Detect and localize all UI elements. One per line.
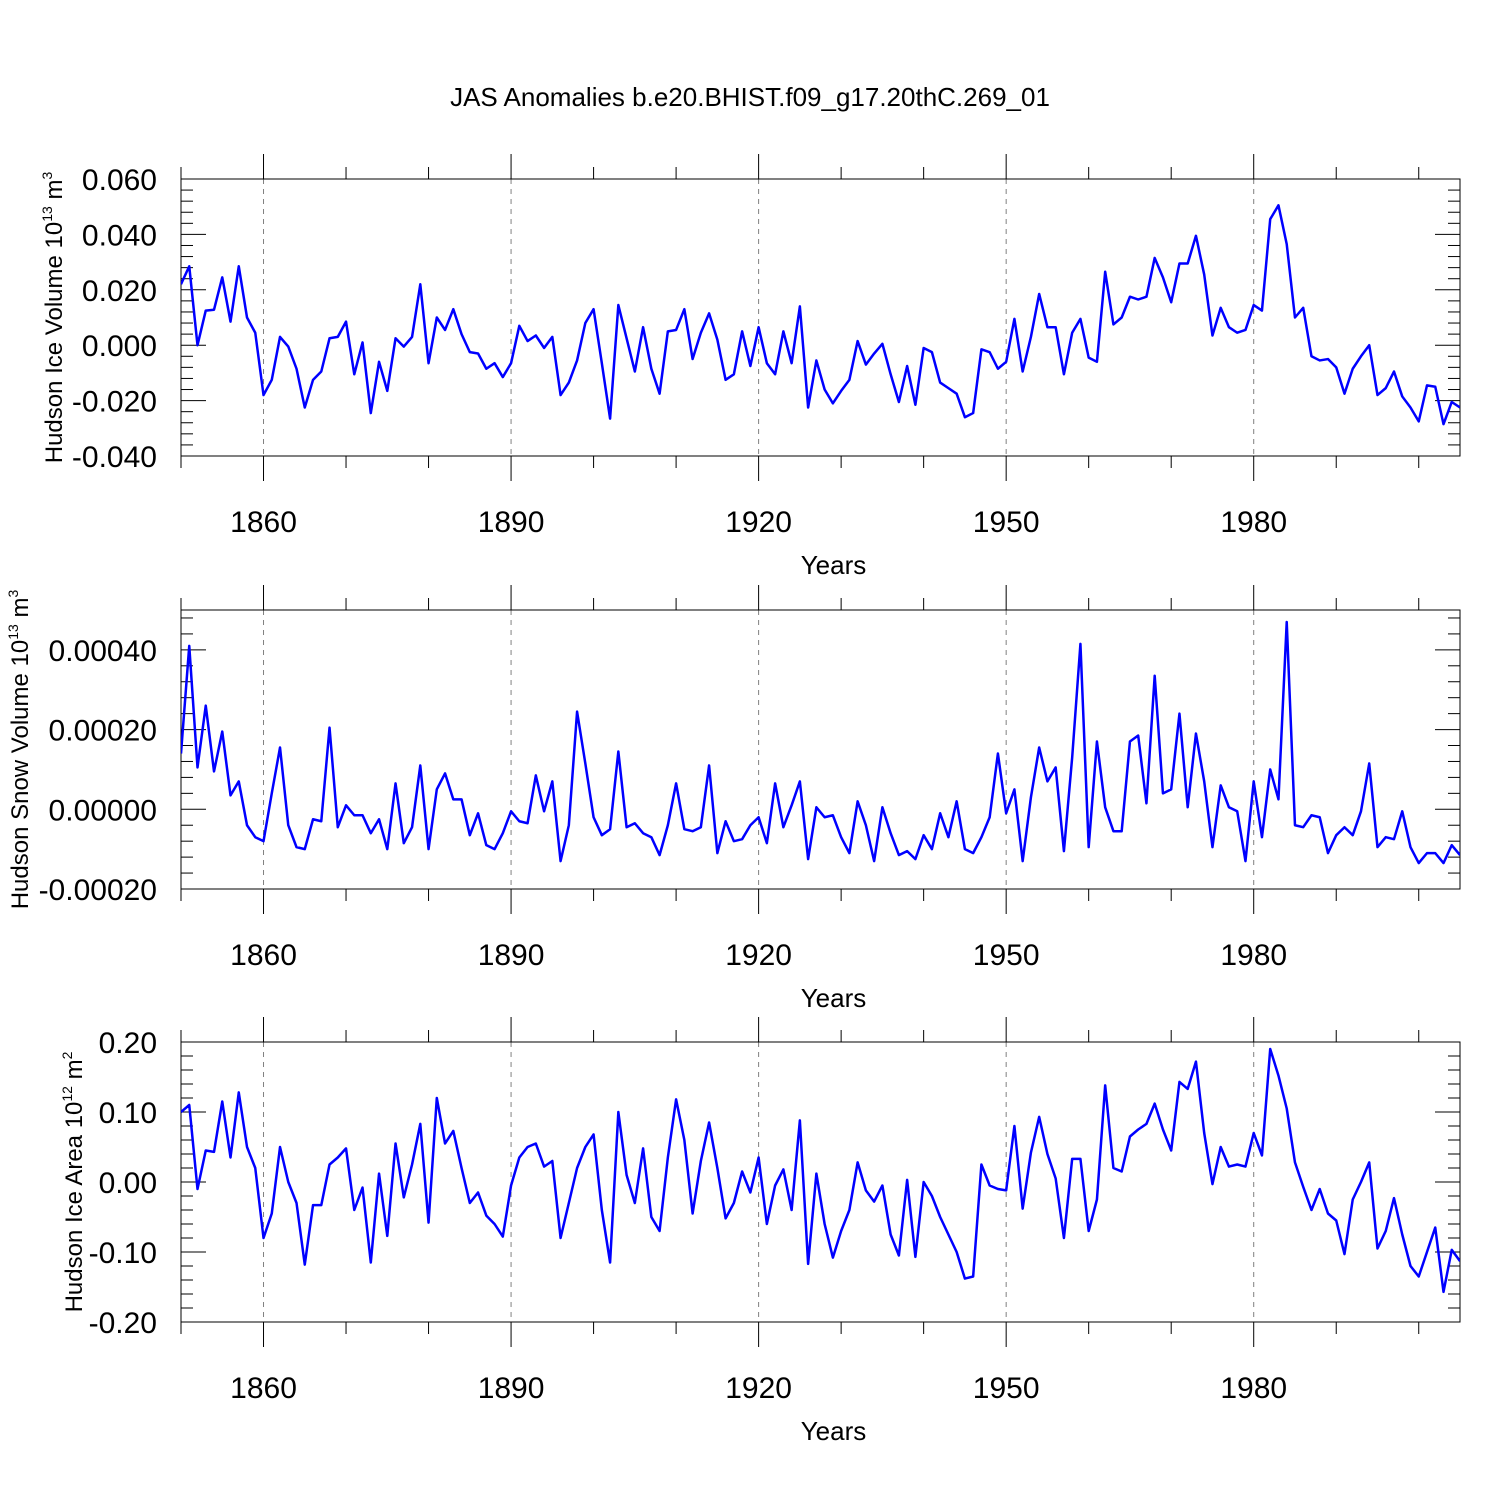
chart-title: JAS Anomalies b.e20.BHIST.f09_g17.20thC.…: [450, 82, 1050, 112]
y-tick-label: -0.00020: [39, 874, 157, 907]
y-tick-label: 0.000: [82, 330, 157, 363]
y-tick-label: 0.060: [82, 164, 157, 197]
series-line: [181, 204, 1460, 426]
x-axis-label: Years: [801, 1416, 867, 1446]
ice-area-panel: -0.20 -0.10 0.00 0.10 0.20 1860 1890 1920 1950 19…: [59, 1017, 1461, 1446]
y-axis-label: Hudson Ice Area 1012 m2: [59, 1051, 88, 1312]
y-tick-label: -0.040: [72, 441, 157, 474]
x-tick-label: 1980: [1220, 1372, 1287, 1405]
x-tick-label: 1950: [973, 506, 1040, 539]
y-tick-label: 0.00040: [49, 635, 157, 668]
x-tick-label: 1980: [1220, 939, 1287, 972]
y-tick-label: 0.040: [82, 219, 157, 252]
y-axis-label: Hudson Snow Volume 1013 m3: [5, 590, 34, 910]
y-tick-label: -0.20: [89, 1307, 157, 1340]
series-line: [181, 620, 1460, 865]
x-tick-label: 1890: [478, 939, 545, 972]
x-tick-label: 1950: [973, 1372, 1040, 1405]
x-tick-label: 1860: [230, 506, 297, 539]
series-line: [181, 1047, 1460, 1294]
panels: -0.040 -0.020 0.000 0.020 0.040 0.060 1860 1890…: [5, 154, 1461, 1446]
x-tick-label: 1860: [230, 1372, 297, 1405]
x-tick-label: 1890: [478, 506, 545, 539]
y-tick-label: 0.00000: [49, 794, 157, 827]
y-tick-label: -0.10: [89, 1237, 157, 1270]
x-tick-label: 1860: [230, 939, 297, 972]
x-tick-label: 1980: [1220, 506, 1287, 539]
x-axis-label: Years: [801, 550, 867, 580]
x-tick-label: 1920: [725, 1372, 792, 1405]
y-tick-label: 0.10: [99, 1097, 157, 1130]
y-tick-label: 0.00020: [49, 715, 157, 748]
y-axis-label: Hudson Ice Volume 1013 m3: [39, 172, 68, 464]
y-tick-label: 0.020: [82, 275, 157, 308]
x-tick-label: 1950: [973, 939, 1040, 972]
plot-frame: [180, 178, 1461, 457]
x-tick-label: 1920: [725, 939, 792, 972]
x-axis-label: Years: [801, 983, 867, 1013]
ice-volume-panel: -0.040 -0.020 0.000 0.020 0.040 0.060 1860 1890…: [39, 154, 1461, 580]
y-tick-label: -0.020: [72, 386, 157, 419]
x-tick-label: 1920: [725, 506, 792, 539]
y-tick-label: 0.20: [99, 1027, 157, 1060]
x-tick-label: 1890: [478, 1372, 545, 1405]
snow-volume-panel: -0.00020 0.00000 0.00020 0.00040 1860 1890 192…: [5, 585, 1461, 1013]
y-tick-label: 0.00: [99, 1167, 157, 1200]
